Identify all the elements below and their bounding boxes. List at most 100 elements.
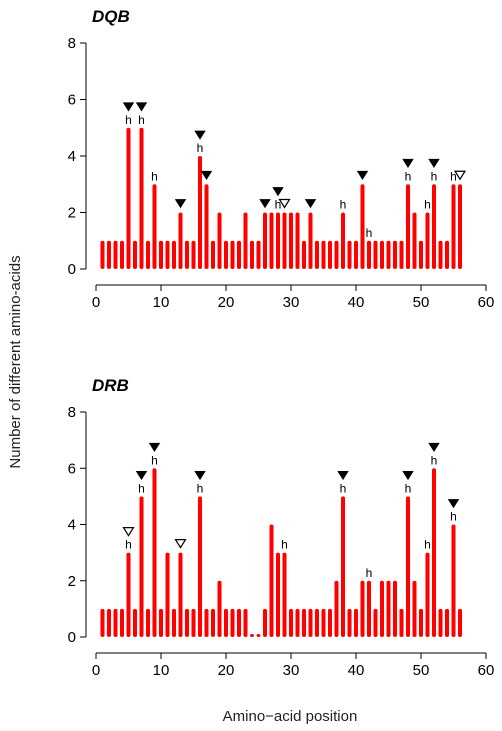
y-tick-label-dqb: 6 [68, 92, 76, 109]
open-triangle-marker-drb-pos-13 [174, 539, 187, 549]
x-axis-label: Amino−acid position [223, 708, 358, 725]
open-triangle-marker-dqb-pos-29 [278, 198, 291, 209]
bar-drb-pos-48 [405, 496, 411, 637]
bar-drb-pos-13 [178, 552, 183, 637]
bar-drb-pos-7 [139, 496, 144, 637]
bar-dqb-pos-30 [288, 212, 294, 269]
filled-triangle-marker-drb-pos-9 [148, 442, 161, 453]
x-tick-label-dqb: 10 [153, 294, 170, 311]
bar-dqb-pos-7 [139, 127, 144, 269]
panel-title-dqb: DQB [92, 7, 130, 26]
bar-drb-pos-54 [444, 608, 450, 637]
y-tick-label-drb: 4 [68, 517, 76, 534]
bar-dqb-pos-8 [145, 240, 151, 269]
bar-dqb-pos-26 [262, 212, 268, 269]
h-label-drb-pos-55: h [450, 510, 457, 524]
bar-drb-pos-24 [249, 634, 255, 637]
bar-drb-pos-2 [106, 608, 112, 637]
bar-drb-pos-51 [425, 552, 430, 637]
filled-triangle-marker-dqb-pos-28 [272, 187, 284, 197]
filled-triangle-marker-drb-pos-16 [194, 470, 206, 481]
bar-drb-pos-3 [113, 608, 118, 637]
x-tick-label-drb: 20 [218, 662, 235, 679]
h-label-dqb-pos-16: h [197, 141, 204, 155]
bar-dqb-pos-43 [373, 240, 378, 269]
bar-drb-pos-31 [295, 608, 300, 637]
bar-drb-pos-16 [197, 496, 203, 637]
y-tick-label-dqb: 8 [68, 35, 76, 52]
bar-dqb-pos-11 [165, 240, 170, 269]
filled-triangle-marker-dqb-pos-16 [194, 130, 206, 140]
x-tick-label-dqb: 60 [478, 294, 495, 311]
filled-triangle-marker-dqb-pos-5 [122, 102, 135, 112]
x-tick-label-drb: 30 [283, 662, 300, 679]
bar-drb-pos-39 [347, 608, 352, 637]
bar-dqb-pos-21 [230, 240, 235, 269]
bar-drb-pos-5 [126, 552, 131, 637]
bar-drb-pos-23 [243, 608, 248, 637]
bar-drb-pos-40 [353, 608, 359, 637]
bar-dqb-pos-4 [119, 240, 125, 269]
x-tick-label-dqb: 50 [413, 294, 430, 311]
bar-drb-pos-27 [269, 524, 274, 637]
h-label-dqb-pos-52: h [431, 169, 438, 183]
bar-dqb-pos-54 [444, 240, 450, 269]
filled-triangle-marker-dqb-pos-17 [200, 170, 213, 181]
bar-dqb-pos-28 [275, 212, 281, 269]
bar-dqb-pos-18 [210, 240, 216, 269]
bar-dqb-pos-39 [347, 240, 352, 269]
y-tick-label-dqb: 4 [68, 148, 76, 165]
bar-dqb-pos-13 [178, 212, 183, 269]
h-label-drb-pos-16: h [197, 481, 204, 495]
filled-triangle-marker-dqb-pos-13 [174, 199, 187, 209]
bar-drb-pos-28 [275, 552, 281, 637]
bar-drb-pos-47 [399, 608, 404, 637]
bar-dqb-pos-12 [171, 240, 177, 269]
h-label-drb-pos-29: h [281, 538, 288, 552]
bar-dqb-pos-10 [158, 240, 164, 269]
bar-dqb-pos-19 [217, 212, 222, 269]
bar-drb-pos-17 [204, 608, 209, 637]
bar-dqb-pos-31 [295, 212, 300, 269]
h-label-dqb-pos-28: h [275, 198, 282, 212]
open-triangle-marker-dqb-pos-56 [453, 170, 467, 181]
y-tick-label-drb: 2 [68, 573, 76, 590]
bar-drb-pos-32 [301, 608, 307, 637]
bar-dqb-pos-16 [197, 156, 203, 269]
bar-dqb-pos-29 [282, 212, 287, 269]
bar-drb-pos-55 [451, 524, 456, 637]
bar-dqb-pos-15 [191, 240, 196, 269]
bar-dqb-pos-55 [451, 184, 456, 269]
bar-drb-pos-25 [256, 634, 261, 637]
bar-dqb-pos-1 [100, 240, 105, 269]
h-label-drb-pos-9: h [151, 453, 158, 467]
bar-drb-pos-14 [184, 608, 190, 637]
bar-dqb-pos-47 [399, 240, 404, 269]
bar-dqb-pos-36 [327, 240, 333, 269]
h-label-drb-pos-48: h [405, 481, 412, 495]
filled-triangle-marker-dqb-pos-33 [304, 199, 317, 209]
bar-drb-pos-44 [379, 580, 385, 637]
bar-dqb-pos-49 [412, 212, 417, 269]
h-label-drb-pos-51: h [424, 538, 431, 552]
bar-drb-pos-22 [236, 608, 242, 637]
filled-triangle-marker-drb-pos-48 [402, 470, 414, 481]
bar-dqb-pos-25 [256, 240, 261, 269]
bar-drb-pos-36 [327, 608, 333, 637]
bar-dqb-pos-41 [360, 184, 365, 269]
h-label-drb-pos-38: h [340, 481, 347, 495]
h-label-dqb-pos-38: h [340, 198, 347, 212]
bar-dqb-pos-5 [126, 127, 131, 269]
bar-drb-pos-6 [132, 608, 138, 637]
bar-drb-pos-21 [230, 608, 235, 637]
bar-dqb-pos-48 [405, 184, 411, 269]
bar-dqb-pos-2 [106, 240, 112, 269]
bar-drb-pos-11 [165, 552, 170, 637]
y-tick-label-dqb: 0 [68, 261, 76, 278]
h-label-dqb-pos-42: h [366, 226, 373, 240]
bar-dqb-pos-34 [314, 240, 320, 269]
bar-drb-pos-50 [418, 608, 424, 637]
bar-drb-pos-53 [438, 608, 443, 637]
